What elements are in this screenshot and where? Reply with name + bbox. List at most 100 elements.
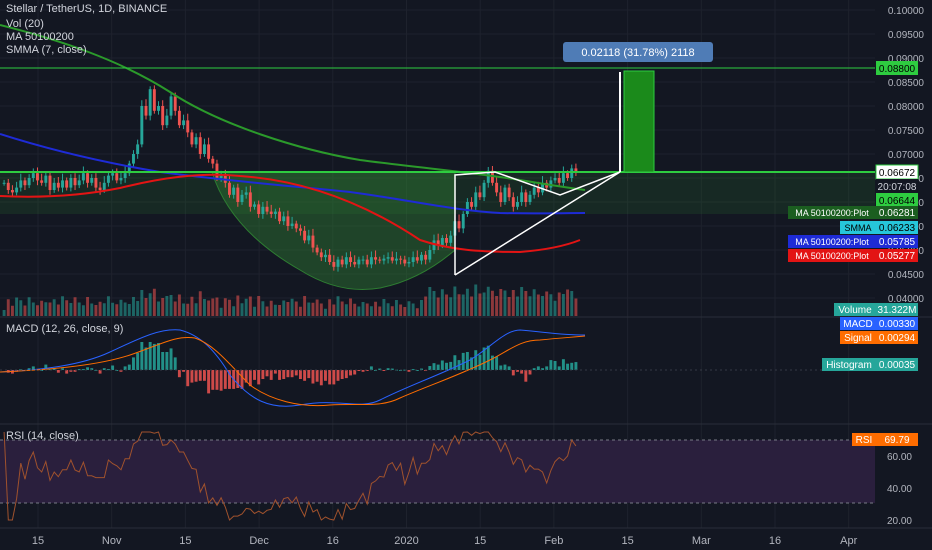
volume-bar (182, 303, 186, 316)
candle-body (157, 106, 160, 111)
macd-histogram-bar (286, 370, 290, 378)
macd-histogram-bar (106, 369, 110, 371)
ma-legend[interactable]: MA 50100200 (6, 31, 74, 43)
candle-body (570, 168, 574, 178)
volume-bar (357, 306, 361, 316)
macd-histogram-bar (182, 370, 186, 372)
macd-histogram-bar (553, 361, 557, 370)
macd-histogram-bar (357, 370, 361, 371)
volume-bar (486, 286, 490, 316)
time-tick-label: 15 (621, 535, 633, 547)
macd-histogram-bar (520, 370, 524, 374)
candle-body (495, 182, 499, 193)
macd-histogram-bar (265, 370, 269, 377)
macd-legend[interactable]: MACD (12, 26, close, 9) (6, 323, 124, 335)
rsi-legend[interactable]: RSI (14, close) (6, 430, 79, 442)
volume-bar (361, 302, 365, 316)
macd-histogram-bar (566, 363, 570, 370)
svg-text:MACD: MACD (843, 319, 872, 330)
volume-legend[interactable]: Vol (20) (6, 18, 44, 30)
volume-bar (31, 302, 35, 316)
candle-body (173, 96, 177, 111)
macd-histogram-bar (307, 370, 311, 379)
candle-body (244, 192, 248, 195)
volume-label: Volume 31.322M (834, 303, 918, 316)
candle-body (102, 182, 106, 190)
macd-histogram-bar (123, 366, 127, 370)
volume-bar (511, 290, 515, 316)
rsi-tick-label: 60.00 (887, 452, 912, 463)
candle-body (177, 110, 181, 126)
svg-text:0.00294: 0.00294 (879, 333, 916, 344)
time-axis[interactable]: 15 Nov 15 Dec 16 2020 15 Feb 15 Mar 16 Apr (32, 535, 858, 547)
macd-histogram-bar (570, 362, 574, 370)
time-tick-label: Nov (102, 535, 122, 547)
candle-body (524, 192, 528, 202)
volume-bar (269, 300, 273, 316)
volume-bar (415, 308, 419, 316)
candle-body (353, 262, 357, 265)
candle-countdown-label: 20:07:08 (876, 179, 918, 193)
volume-bar (286, 302, 290, 316)
ma50-line (0, 24, 586, 191)
candle-body (86, 173, 90, 183)
macd-histogram-bar (461, 352, 465, 370)
price-tick-label: 0.07000 (888, 150, 925, 161)
macd-signal-line (0, 335, 586, 407)
macd-histogram-bar (207, 370, 211, 394)
svg-text:SMMA: SMMA (845, 223, 872, 233)
rsi-axis[interactable]: 60.00 40.00 20.00 (887, 452, 912, 527)
volume-bar (574, 298, 578, 316)
volume-bar (524, 291, 528, 316)
volume-bar (86, 297, 90, 316)
svg-text:31.322M: 31.322M (878, 305, 917, 316)
macd-histogram-bar (490, 355, 494, 370)
macd-histogram-bar (319, 370, 323, 386)
candle-body (232, 187, 236, 195)
candle-body (219, 175, 223, 178)
volume-bar (207, 300, 211, 316)
volume-bar (516, 296, 519, 316)
volume-bar (528, 296, 532, 316)
symbol-title[interactable]: Stellar / TetherUS, 1D, BINANCE (6, 3, 168, 15)
volume-bar (265, 306, 269, 316)
macd-histogram-bar (219, 370, 223, 391)
price-tick-label: 0.04000 (888, 294, 925, 305)
volume-bar (69, 303, 73, 316)
volume-bar (132, 297, 135, 316)
macd-histogram-bar (478, 354, 482, 370)
volume-bar (290, 298, 294, 316)
volume-bar (428, 287, 432, 316)
macd-histogram-bar (177, 370, 181, 378)
volume-bar (465, 288, 469, 316)
price-tick-label: 0.08500 (888, 78, 925, 89)
volume-bar (10, 305, 14, 316)
macd-histogram-bar (52, 368, 56, 370)
candle-body (541, 182, 544, 193)
smma-legend[interactable]: SMMA (7, close) (6, 44, 87, 56)
measure-tooltip-text: 0.02118 (31.78%) 2118 (581, 47, 694, 59)
volume-bar (15, 297, 19, 316)
candle-body (386, 257, 390, 259)
candle-body (332, 262, 336, 267)
volume-bar (56, 304, 60, 316)
rsi-band (0, 440, 875, 503)
candle-body (48, 175, 52, 190)
macd-histogram-bar (136, 352, 140, 370)
candle-body (10, 190, 14, 193)
candle-body (349, 257, 352, 262)
macd-histogram-bar (365, 370, 369, 371)
volume-bar (340, 301, 344, 316)
candle-body (269, 211, 273, 214)
candle-body (445, 238, 448, 243)
volume-bar (374, 301, 378, 316)
candle-body (253, 204, 256, 207)
macd-histogram-bar (98, 370, 102, 374)
price-tick-label: 0.09500 (888, 30, 925, 41)
volume-bar (532, 289, 536, 316)
candle-body (499, 192, 503, 202)
candle-body (298, 228, 302, 231)
candle-body (248, 192, 252, 207)
volume-bar (194, 303, 198, 316)
